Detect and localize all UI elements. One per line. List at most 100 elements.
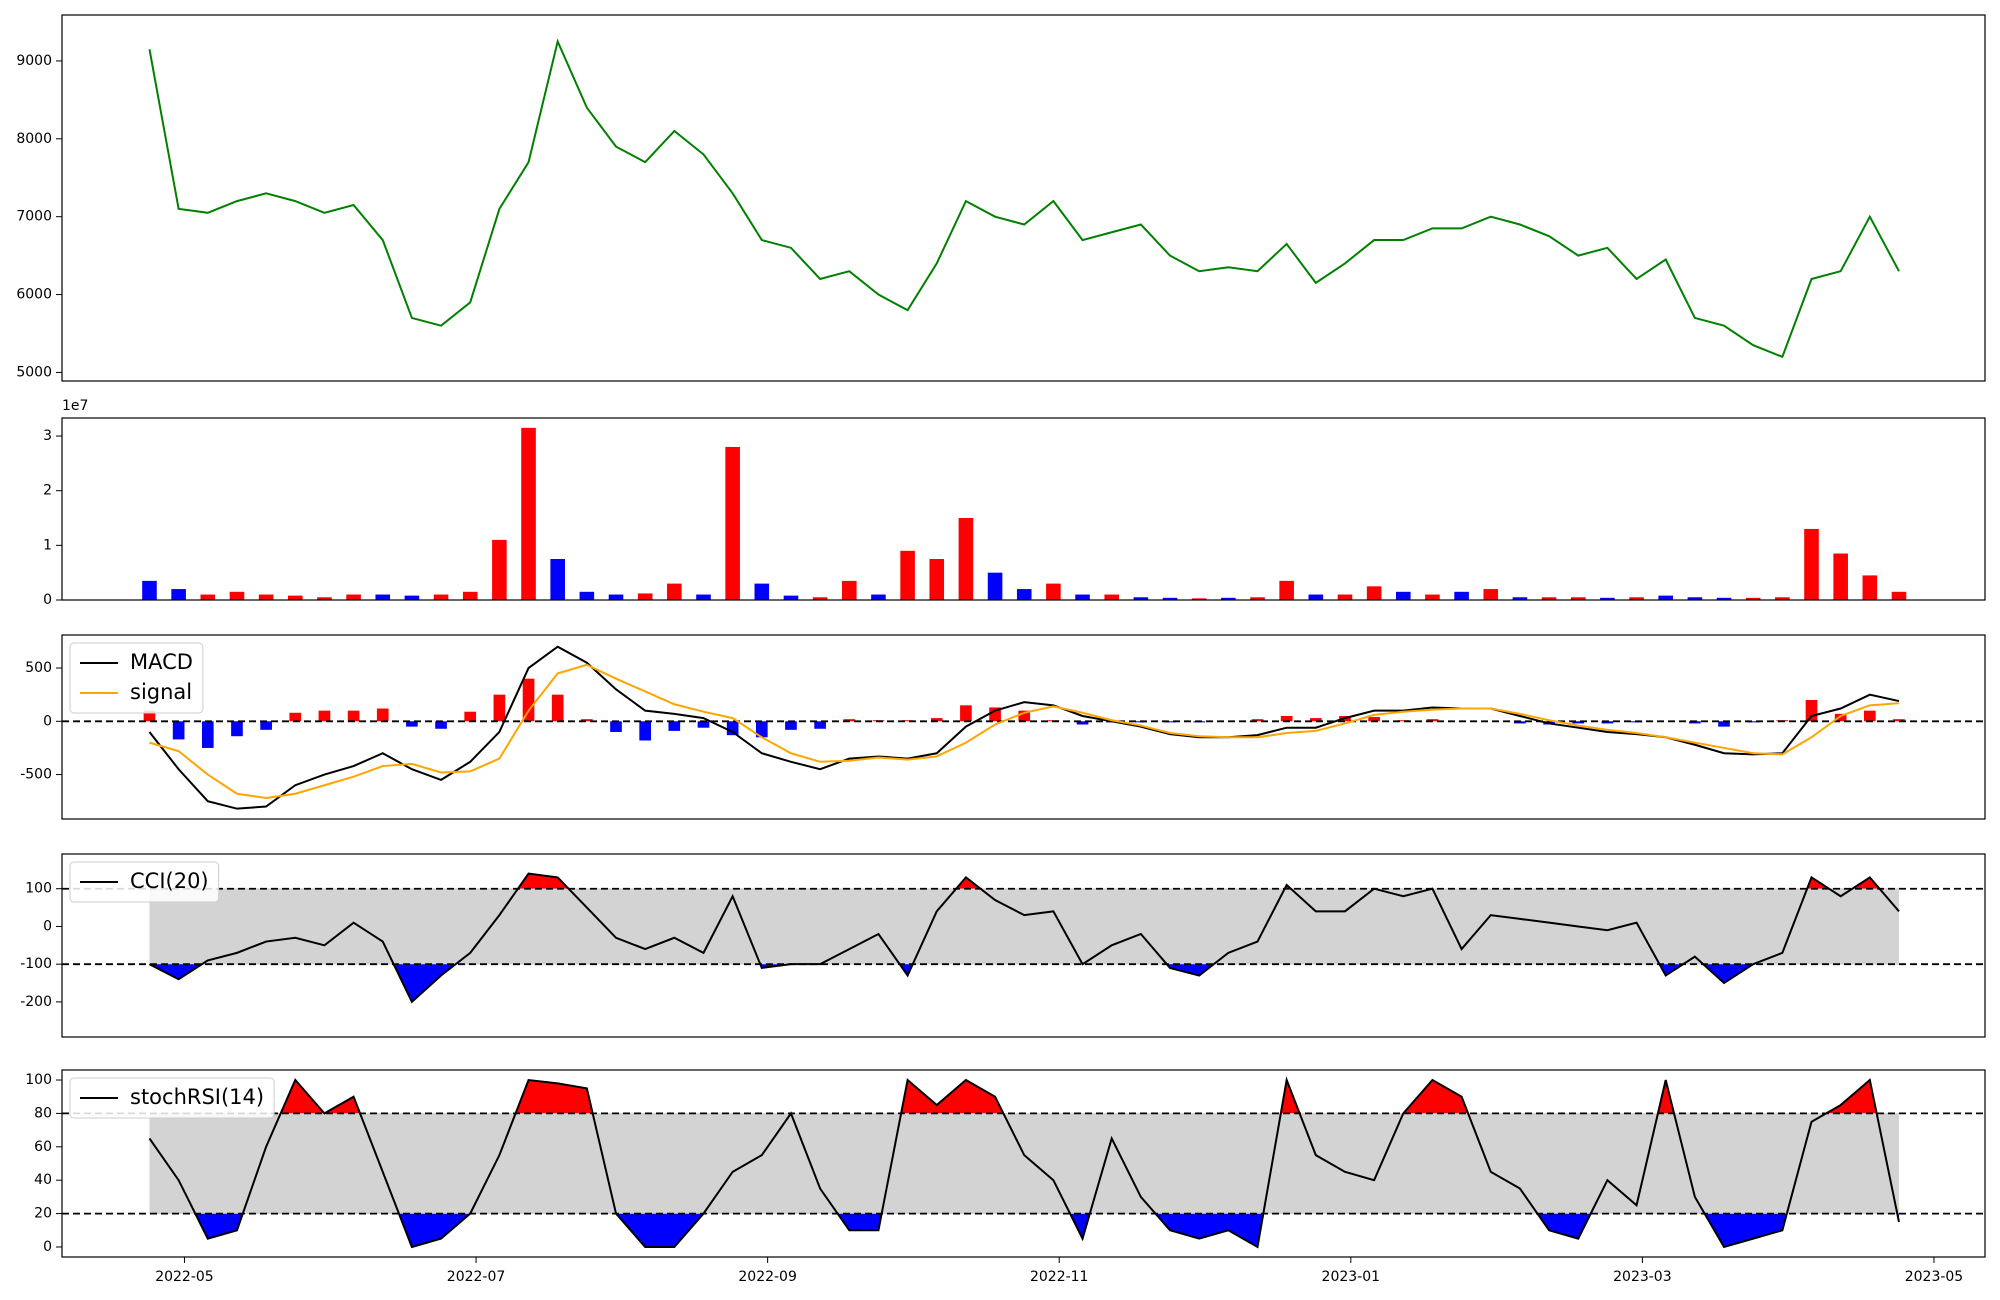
- legend-label: CCI(20): [130, 869, 209, 893]
- legend-box: [69, 642, 204, 714]
- volume-bar: [579, 591, 595, 600]
- y-tick-label: 8000: [16, 131, 52, 147]
- volume-bar: [1687, 597, 1703, 600]
- panel: CCI(20) -200 -100 0 100: [20, 853, 1986, 1038]
- y-tick-label: 0: [43, 1239, 52, 1255]
- y-tick-label: 6000: [16, 287, 52, 303]
- volume-bar: [1483, 589, 1499, 600]
- volume-bar: [287, 595, 303, 600]
- volume-bar: [1046, 583, 1061, 600]
- histogram-bar: [1834, 713, 1847, 722]
- histogram-bar: [1309, 718, 1322, 722]
- volume-bar: [1250, 597, 1265, 600]
- y-tick-label: 100: [25, 881, 52, 897]
- indicator-line: [148, 1076, 1900, 1249]
- volume-bar: [1804, 528, 1819, 600]
- y-tick-label: 1: [43, 537, 52, 553]
- x-tick-label: 2022-05: [155, 1269, 214, 1285]
- volume-bar: [1745, 597, 1761, 600]
- histogram-bar: [318, 710, 331, 722]
- volume-bar: [1891, 591, 1907, 600]
- histogram-bar: [1397, 720, 1410, 722]
- histogram-bar: [697, 721, 710, 728]
- volume-bar: [433, 594, 449, 600]
- y-tick-label: 500: [25, 660, 52, 676]
- volume-bar: [142, 580, 157, 600]
- histogram-bar: [1572, 721, 1585, 724]
- histogram-bar: [814, 721, 826, 729]
- volume-bar: [871, 594, 886, 600]
- histogram-bar: [1426, 719, 1439, 722]
- indicator-line: [149, 663, 1900, 800]
- histogram-bar: [581, 719, 593, 722]
- volume-bar: [171, 589, 186, 600]
- volume-bar: [841, 580, 857, 600]
- panel-frame: [61, 1069, 1986, 1258]
- y-tick-label: 40: [34, 1172, 52, 1188]
- price-line: [148, 38, 1900, 359]
- lower-fill: [149, 964, 1899, 1002]
- histogram-bar: [930, 718, 943, 722]
- y-tick-label: -500: [20, 767, 52, 783]
- histogram-bar: [610, 721, 622, 732]
- histogram-bar: [1805, 699, 1818, 722]
- volume-bar: [783, 595, 799, 600]
- volume-bar: [754, 583, 770, 600]
- y-tick-label: -200: [20, 994, 52, 1010]
- histogram-bar: [1863, 710, 1876, 722]
- indicator-line: [149, 872, 1900, 1004]
- histogram-bar: [989, 707, 1001, 722]
- histogram-bar: [376, 708, 389, 722]
- neutral-band: [149, 1113, 1899, 1214]
- y-tick-label: 2: [43, 483, 52, 499]
- histogram-bar: [1601, 721, 1614, 724]
- histogram-bar: [1018, 710, 1031, 722]
- legend-box: [69, 861, 220, 903]
- offset-label: 1e7: [62, 398, 88, 414]
- histogram-bar: [493, 694, 506, 722]
- legend: CCI(20): [69, 861, 220, 903]
- volume-bar: [550, 559, 565, 600]
- panel-frame: [61, 634, 1986, 820]
- y-tick-label: 3: [43, 428, 52, 444]
- histogram-bar: [901, 720, 914, 722]
- y-tick-label: 9000: [16, 53, 52, 69]
- volume-bar: [1366, 586, 1382, 600]
- y-tick-label: 0: [43, 918, 52, 934]
- panel: 1e7 0 1 2 3: [43, 398, 1986, 608]
- volume-bar: [1016, 589, 1032, 600]
- volume-bar: [404, 595, 420, 600]
- histogram-bar: [960, 705, 972, 722]
- panel: MACD signal -500 0 500: [20, 634, 1986, 820]
- volume-bar: [1454, 591, 1469, 600]
- panel-frame: [61, 853, 1986, 1038]
- legend: MACD signal: [69, 642, 204, 714]
- histogram-bar: [1251, 719, 1264, 722]
- volume-bar: [812, 597, 828, 600]
- volume-bar: [667, 583, 682, 600]
- legend-box: [69, 1077, 275, 1119]
- histogram-bar: [201, 721, 214, 748]
- volume-bar: [258, 594, 274, 600]
- volume-bar: [1570, 597, 1586, 600]
- histogram-bar: [1514, 721, 1526, 724]
- volume-bar: [1075, 594, 1090, 600]
- volume-bar: [958, 518, 974, 600]
- volume-bar: [1425, 594, 1440, 600]
- volume-bar: [608, 594, 624, 600]
- volume-bar: [929, 559, 945, 600]
- y-tick-label: -100: [20, 956, 52, 972]
- volume-bar: [317, 597, 332, 600]
- histogram-bar: [785, 721, 797, 730]
- histogram-bar: [1368, 717, 1380, 722]
- histogram-bar: [143, 710, 156, 722]
- volume-bar: [1308, 594, 1324, 600]
- histogram-bar: [406, 721, 418, 727]
- volume-bar: [1541, 597, 1557, 600]
- histogram-bar: [464, 711, 477, 722]
- volume-bar: [725, 446, 740, 600]
- y-tick-label: 7000: [16, 209, 52, 225]
- volume-bar: [1716, 597, 1732, 600]
- volume-bar: [229, 591, 245, 600]
